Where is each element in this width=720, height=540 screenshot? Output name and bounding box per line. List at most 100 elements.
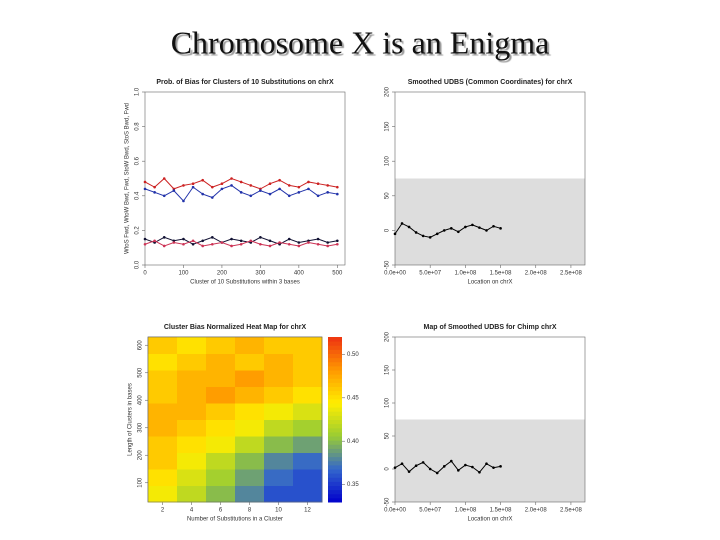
point — [471, 465, 474, 469]
x-tick-label: 100 — [178, 271, 189, 277]
colorbar-step — [328, 497, 342, 503]
heat-cell — [264, 469, 294, 486]
colorbar-step — [328, 489, 342, 495]
point — [499, 465, 502, 468]
point — [457, 230, 460, 234]
heat-cell — [148, 403, 178, 420]
point — [278, 187, 281, 191]
x-tick-label: 8 — [248, 508, 252, 514]
x-axis-label: Number of Substitutions in a Cluster — [187, 517, 283, 523]
x-axis-label: Location on chrX — [467, 517, 512, 523]
point — [259, 242, 262, 246]
point — [478, 226, 481, 229]
point — [201, 178, 204, 182]
colorbar-label: 0.45 — [347, 395, 359, 401]
colorbar-step — [328, 382, 342, 387]
heat-cell — [148, 370, 178, 387]
colorbar-step — [328, 485, 342, 491]
y-tick-label: 0.6 — [135, 156, 141, 165]
colorbar-step — [328, 456, 342, 462]
point — [421, 461, 425, 464]
colorbar-step — [328, 477, 342, 482]
series-line — [394, 222, 501, 238]
point — [449, 459, 453, 463]
y-tick-label: 150 — [385, 121, 391, 132]
point — [485, 229, 488, 232]
y-tick-label: 200 — [385, 331, 391, 342]
colorbar-step — [328, 394, 342, 400]
point — [297, 185, 301, 189]
point — [287, 184, 291, 187]
point — [143, 242, 147, 246]
y-tick-label: 150 — [385, 364, 391, 375]
y-tick-label: 0 — [385, 228, 391, 232]
point — [336, 242, 339, 246]
heat-cell — [264, 452, 294, 470]
colorbar-step — [328, 378, 342, 383]
heat-cell — [206, 337, 236, 354]
point — [287, 242, 291, 246]
heat-cell — [235, 452, 265, 470]
point — [239, 180, 243, 184]
x-tick-label: 0.0e+00 — [384, 271, 407, 277]
heat-cell — [235, 436, 265, 453]
y-tick-label: 500 — [138, 367, 144, 378]
heat-cell — [293, 337, 323, 354]
heat-cell — [264, 370, 294, 387]
heat-cell — [264, 403, 294, 420]
x-axis-label: Location on chrX — [467, 280, 512, 286]
point — [172, 241, 176, 244]
point — [268, 239, 272, 243]
point — [316, 182, 320, 185]
point — [239, 239, 243, 243]
heat-cell — [206, 403, 236, 420]
colorbar-step — [328, 370, 342, 375]
series-line — [394, 460, 501, 474]
heat-cell — [148, 419, 178, 437]
heat-cell — [235, 353, 265, 371]
heat-cell — [293, 386, 323, 404]
colorbar-step — [328, 452, 342, 458]
chart-title: Prob. of Bias for Clusters of 10 Substit… — [156, 79, 334, 86]
heat-cell — [206, 452, 236, 470]
heat-cell — [177, 452, 207, 470]
point — [191, 182, 195, 185]
y-tick-label: 200 — [138, 450, 144, 461]
point — [249, 194, 253, 198]
chart-title: Smoothed UDBS (Common Coordinates) for c… — [408, 79, 573, 86]
point — [442, 465, 446, 468]
point — [220, 241, 224, 244]
y-tick-label: 0 — [385, 467, 391, 471]
colorbar-step — [328, 341, 342, 346]
point — [162, 177, 166, 180]
point — [230, 184, 233, 187]
colorbar-step — [328, 440, 342, 445]
point — [220, 182, 224, 185]
x-tick-label: 2.0e+08 — [525, 508, 548, 514]
heat-cell — [235, 469, 265, 486]
colorbar-step — [328, 411, 342, 416]
point — [201, 239, 204, 243]
heat-cell — [264, 353, 294, 371]
colorbar-step — [328, 469, 342, 474]
point — [249, 239, 253, 243]
colorbar-step — [328, 361, 342, 367]
colorbar-step — [328, 403, 342, 408]
point — [172, 189, 176, 192]
colorbar-step — [328, 423, 342, 429]
x-tick-label: 6 — [219, 508, 223, 514]
point — [336, 239, 339, 243]
point — [259, 236, 262, 239]
point — [287, 194, 291, 198]
heat-cell — [148, 353, 178, 371]
point — [492, 466, 495, 469]
point — [297, 244, 301, 248]
point — [316, 237, 320, 241]
heat-cell — [177, 436, 207, 453]
heat-cell — [206, 353, 236, 371]
point — [485, 462, 488, 466]
heat-cell — [177, 386, 207, 404]
heat-cell — [293, 419, 323, 437]
x-tick-label: 2.0e+08 — [525, 271, 548, 277]
